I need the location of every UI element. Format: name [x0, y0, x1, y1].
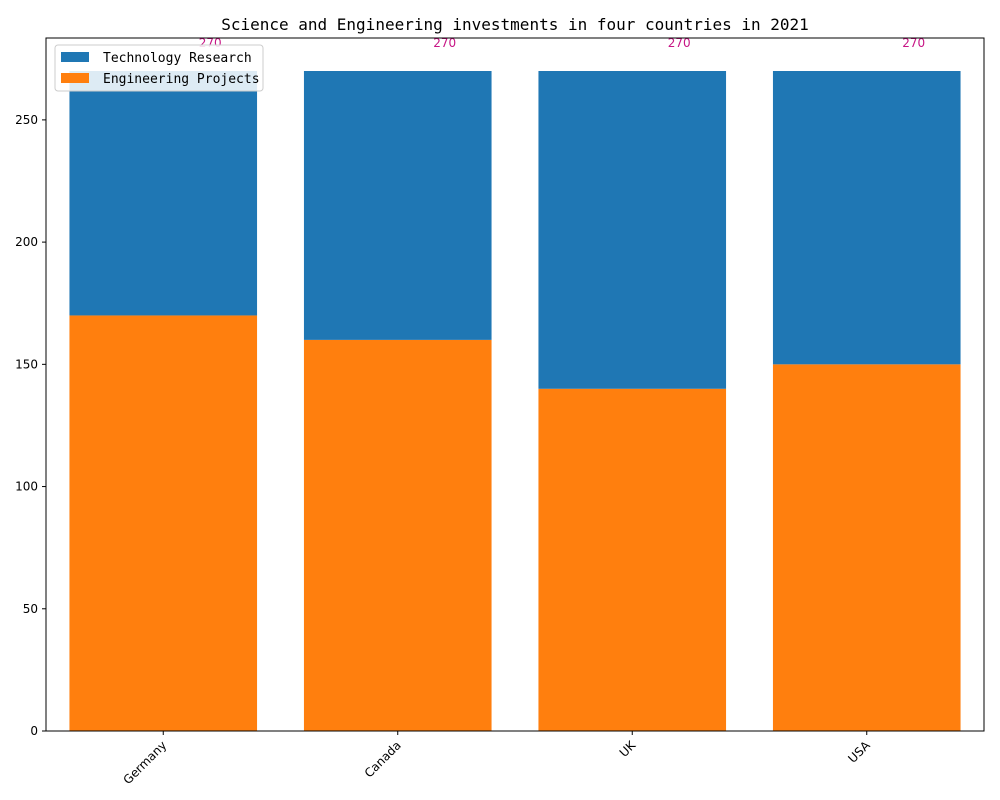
bar-engineering-projects-canada — [303, 339, 492, 731]
legend-label-technology-research: Technology Research — [103, 51, 252, 66]
x-axis: Germany Canada UK USA — [120, 731, 873, 787]
legend-label-engineering-projects: Engineering Projects — [103, 72, 260, 87]
y-tick-label: 0 — [30, 724, 38, 738]
y-tick-label: 200 — [15, 235, 38, 249]
total-label-uk: 270 — [668, 36, 691, 50]
bar-technology-research-usa — [772, 71, 961, 365]
bar-technology-research-uk — [538, 71, 727, 389]
y-tick-label: 150 — [15, 357, 38, 371]
bar-engineering-projects-germany — [69, 315, 258, 731]
bar-technology-research-canada — [303, 71, 492, 340]
y-tick-label: 250 — [15, 113, 38, 127]
chart-title: Science and Engineering investments in f… — [221, 15, 809, 34]
bar-engineering-projects-uk — [538, 388, 727, 731]
legend: Technology Research Engineering Projects — [54, 44, 264, 92]
bar-technology-research-germany — [69, 71, 258, 316]
legend-swatch-technology-research — [61, 52, 89, 62]
y-tick-label: 50 — [23, 602, 38, 616]
total-label-canada: 270 — [433, 36, 456, 50]
x-tick-label-usa: USA — [845, 738, 873, 766]
legend-box — [54, 44, 264, 92]
plot-frame — [45, 37, 985, 732]
y-axis: 0 50 100 150 200 250 — [15, 113, 46, 738]
x-tick-label-germany: Germany — [120, 738, 169, 787]
x-tick-label-canada: Canada — [362, 738, 404, 780]
y-tick-label: 100 — [15, 480, 38, 494]
x-tick-label-uk: UK — [617, 737, 639, 759]
total-label-usa: 270 — [902, 36, 925, 50]
legend-swatch-engineering-projects — [61, 73, 89, 83]
bars-group — [69, 71, 961, 731]
bar-engineering-projects-usa — [772, 364, 961, 731]
